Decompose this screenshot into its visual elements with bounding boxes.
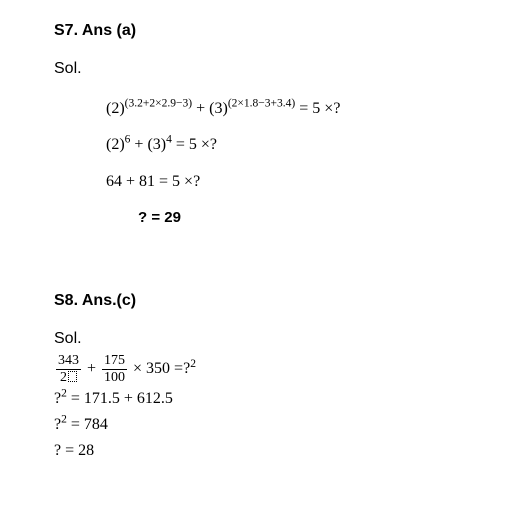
s8-line4: ? = 28: [54, 439, 507, 463]
s8-times350: × 350 =?: [129, 360, 190, 377]
s7-line4: ? = 29: [138, 207, 507, 228]
placeholder-box-icon: [68, 371, 77, 382]
s8-line1: 343 2 + 175 100 × 350 =?2: [54, 354, 507, 385]
s7-line2: (2)6 + (3)4 = 5 ×?: [106, 134, 507, 156]
s7-l1-plus: +: [192, 100, 209, 117]
s8-math: 343 2 + 175 100 × 350 =?2 ?2 = 171.5 + 6…: [54, 354, 507, 463]
s7-l1-exp2: (2×1.8−3+3.4): [228, 98, 295, 110]
s8-f1-den-prefix: 2: [60, 370, 67, 385]
s8-f1-den: 2: [56, 370, 81, 385]
s8-l2-rhs: = 171.5 + 612.5: [67, 390, 173, 407]
s8-line3: ?2 = 784: [54, 413, 507, 437]
s7-l1-base1: (2): [106, 100, 125, 117]
s8-sq1: 2: [190, 358, 196, 370]
s7-l1-exp1: (3.2+2×2.9−3): [125, 98, 192, 110]
s7-l2-b: (3): [147, 136, 166, 153]
s7-l2-eq: = 5 ×?: [172, 136, 217, 153]
s7-sol-label: Sol.: [54, 60, 507, 78]
s7-l1-eq: = 5 ×?: [295, 100, 340, 117]
s8-f2-den: 100: [102, 370, 127, 385]
s8-sol-label: Sol.: [54, 330, 507, 348]
s7-heading: S7. Ans (a): [54, 22, 507, 40]
s8-plus: +: [83, 360, 100, 377]
s7-l2-plus: +: [130, 136, 147, 153]
s7-line3: 64 + 81 = 5 ×?: [106, 171, 507, 193]
s7-l1-base2: (3): [209, 100, 228, 117]
s8-f1-num: 343: [56, 354, 81, 370]
s8-f2-num: 175: [102, 354, 127, 370]
s7-l2-a: (2): [106, 136, 125, 153]
s8-heading: S8. Ans.(c): [54, 292, 507, 310]
s8-frac1: 343 2: [56, 354, 81, 385]
s8-line2: ?2 = 171.5 + 612.5: [54, 387, 507, 411]
s8-l3-rhs: = 784: [67, 416, 108, 433]
s8-frac2: 175 100: [102, 354, 127, 385]
s7-line1: (2)(3.2+2×2.9−3) + (3)(2×1.8−3+3.4) = 5 …: [106, 98, 507, 120]
s7-math: (2)(3.2+2×2.9−3) + (3)(2×1.8−3+3.4) = 5 …: [106, 98, 507, 228]
